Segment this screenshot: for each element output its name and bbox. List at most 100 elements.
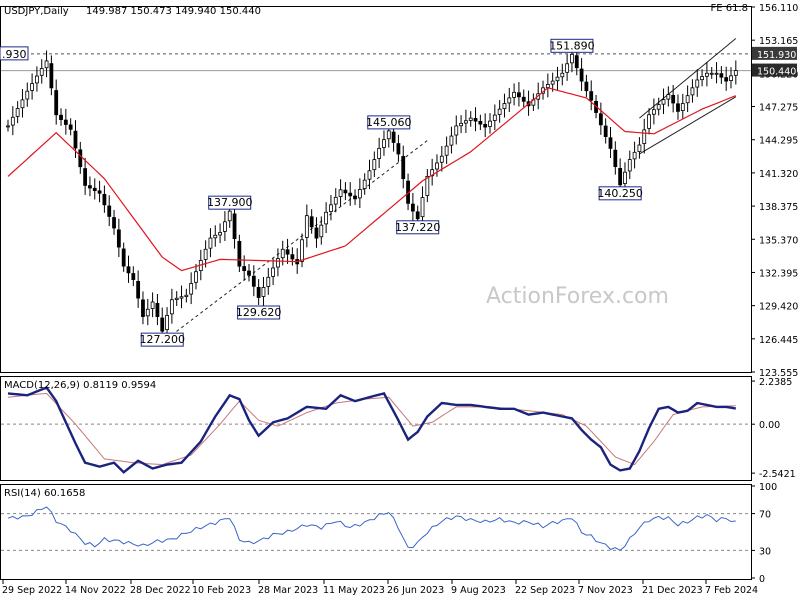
candle-body — [468, 117, 473, 121]
candle-body — [685, 95, 690, 104]
macd-tick-label: -2.5421 — [759, 469, 796, 480]
candle-body — [126, 266, 131, 274]
candle-body — [709, 72, 714, 75]
candles — [6, 43, 738, 341]
candle-body — [145, 308, 150, 317]
candle-body — [463, 120, 468, 124]
candle-body — [391, 131, 396, 143]
candle-body — [439, 155, 444, 163]
candle-body — [488, 120, 492, 127]
candle-body — [237, 240, 242, 267]
candle-body — [329, 204, 333, 212]
candle-body — [666, 94, 671, 100]
candle-body — [382, 139, 386, 148]
candle-body — [565, 63, 570, 73]
candle-body — [690, 87, 695, 96]
candle-body — [271, 267, 276, 277]
annotation-label: 129.620 — [236, 306, 282, 319]
price-label-box — [752, 46, 797, 60]
candle-body — [280, 248, 285, 259]
rsi-axis: 100 70 30 0 — [751, 482, 777, 585]
macd-signal-line — [7, 392, 736, 466]
rsi-line — [7, 506, 736, 551]
candle-body — [724, 77, 729, 82]
candle-body — [401, 156, 406, 180]
candle-body — [647, 114, 651, 129]
candle-body — [25, 90, 30, 100]
candle-body — [141, 299, 145, 317]
candle-body — [357, 189, 362, 199]
candle-body — [324, 211, 329, 225]
candle-body — [35, 75, 39, 84]
time-tick-label: 7 Nov 2023 — [578, 585, 633, 596]
symbol-label: USDJPY,Daily — [4, 6, 69, 17]
candle-body — [10, 116, 15, 126]
price-tick-label: 126.445 — [759, 335, 798, 346]
candle-body — [338, 189, 343, 197]
time-tick-label: 9 Aug 2023 — [451, 585, 506, 596]
candle-body — [348, 192, 353, 197]
candle-body — [627, 159, 632, 172]
candle-body — [425, 176, 430, 196]
price-label-box — [752, 63, 797, 77]
candle-body — [377, 147, 382, 159]
candle-body — [112, 217, 116, 229]
channel-line-0 — [161, 140, 428, 343]
candle-body — [290, 254, 295, 260]
candle-body — [618, 168, 623, 186]
time-tick-label: 11 May 2023 — [323, 585, 385, 596]
candle-body — [637, 144, 642, 152]
time-tick-label: 29 Sep 2022 — [2, 585, 62, 596]
annotation-label: 137.220 — [395, 221, 441, 234]
macd-line — [7, 386, 737, 474]
price-tick-label: 138.375 — [759, 202, 798, 213]
candle-body — [189, 283, 194, 295]
candle-body — [651, 109, 656, 115]
channel-lines — [161, 38, 737, 343]
candle-body — [44, 60, 49, 69]
candle-body — [714, 72, 719, 75]
candle-body — [39, 68, 44, 76]
time-tick-label: 21 Dec 2023 — [642, 585, 703, 596]
candle-body — [251, 275, 256, 287]
candle-body — [155, 303, 160, 317]
candle-body — [502, 103, 507, 109]
candle-body — [671, 95, 676, 104]
candle-body — [449, 135, 454, 146]
candle-body — [367, 170, 372, 180]
ohlc-readout: 149.987 150.473 149.940 150.440 — [86, 6, 261, 17]
candle-body — [247, 270, 251, 276]
price-tick-label: 147.275 — [759, 103, 798, 114]
candle-body — [719, 73, 724, 78]
candle-body — [121, 248, 126, 267]
candle-body — [218, 232, 222, 236]
time-tick-label: 10 Feb 2023 — [192, 585, 251, 596]
annotation-box — [237, 305, 281, 320]
candle-body — [444, 145, 449, 156]
candle-body — [319, 224, 324, 238]
price-tick-label: 156.110 — [759, 3, 798, 14]
candle-body — [729, 75, 733, 81]
candle-body — [15, 108, 20, 117]
moving-average-line — [7, 87, 737, 272]
annotation-label: 145.060 — [366, 116, 412, 129]
candle-body — [603, 125, 608, 138]
rsi-panel — [1, 506, 751, 551]
candle-body — [473, 118, 478, 122]
candle-body — [83, 168, 88, 186]
candle-body — [194, 271, 198, 283]
annotation-box — [550, 38, 594, 53]
candle-body — [705, 72, 709, 77]
candle-body — [623, 171, 627, 184]
candle-body — [150, 301, 155, 309]
candle-body — [97, 190, 102, 194]
candle-body — [276, 258, 280, 268]
candle-body — [584, 81, 589, 92]
candle-body — [179, 296, 184, 299]
candle-body — [131, 273, 136, 280]
candle-body — [63, 119, 68, 125]
corner-label: FE 61.8 — [710, 3, 748, 14]
annotation-box — [367, 115, 411, 130]
price-panel-frame — [0, 6, 752, 373]
candle-body — [396, 143, 401, 155]
